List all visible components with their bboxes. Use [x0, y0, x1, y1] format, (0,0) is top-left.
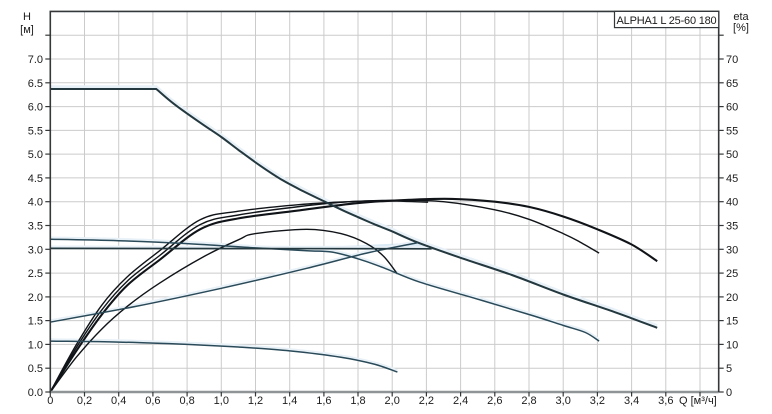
- svg-text:[м]: [м]: [20, 24, 34, 36]
- svg-text:55: 55: [726, 125, 738, 137]
- svg-text:1.5: 1.5: [28, 316, 43, 328]
- svg-text:1,6: 1,6: [316, 395, 331, 407]
- svg-text:[%]: [%]: [733, 22, 749, 34]
- svg-text:2,8: 2,8: [521, 395, 536, 407]
- svg-text:0.5: 0.5: [28, 363, 43, 375]
- svg-text:3.0: 3.0: [28, 244, 43, 256]
- svg-text:7.0: 7.0: [28, 54, 43, 66]
- svg-text:10: 10: [726, 339, 738, 351]
- svg-text:0: 0: [47, 395, 53, 407]
- svg-text:0,2: 0,2: [77, 395, 92, 407]
- svg-text:3,0: 3,0: [556, 395, 571, 407]
- svg-text:3,6: 3,6: [658, 395, 673, 407]
- svg-text:0: 0: [726, 387, 732, 399]
- svg-text:65: 65: [726, 78, 738, 90]
- svg-text:2,2: 2,2: [419, 395, 434, 407]
- svg-text:5.5: 5.5: [28, 125, 43, 137]
- svg-text:6.5: 6.5: [28, 78, 43, 90]
- svg-text:3,2: 3,2: [590, 395, 605, 407]
- svg-text:70: 70: [726, 54, 738, 66]
- svg-text:2,4: 2,4: [453, 395, 468, 407]
- svg-text:1,4: 1,4: [282, 395, 297, 407]
- svg-text:0,6: 0,6: [145, 395, 160, 407]
- svg-text:5.0: 5.0: [28, 149, 43, 161]
- svg-text:1,0: 1,0: [214, 395, 229, 407]
- svg-text:eta: eta: [733, 11, 749, 23]
- svg-text:45: 45: [726, 173, 738, 185]
- svg-text:H: H: [23, 11, 31, 23]
- svg-text:3,4: 3,4: [624, 395, 639, 407]
- svg-text:30: 30: [726, 244, 738, 256]
- svg-text:0.0: 0.0: [28, 387, 43, 399]
- svg-text:60: 60: [726, 102, 738, 114]
- svg-text:2.0: 2.0: [28, 292, 43, 304]
- svg-text:4.0: 4.0: [28, 197, 43, 209]
- svg-text:50: 50: [726, 149, 738, 161]
- svg-text:2,0: 2,0: [385, 395, 400, 407]
- svg-text:40: 40: [726, 197, 738, 209]
- svg-text:15: 15: [726, 316, 738, 328]
- svg-text:4.5: 4.5: [28, 173, 43, 185]
- svg-text:1,8: 1,8: [350, 395, 365, 407]
- svg-text:3.5: 3.5: [28, 221, 43, 233]
- svg-text:Q [м³/ч]: Q [м³/ч]: [679, 395, 717, 407]
- svg-text:2.5: 2.5: [28, 268, 43, 280]
- svg-text:2,6: 2,6: [487, 395, 502, 407]
- svg-text:1,2: 1,2: [248, 395, 263, 407]
- svg-text:5: 5: [726, 363, 732, 375]
- svg-text:25: 25: [726, 268, 738, 280]
- svg-text:0,8: 0,8: [179, 395, 194, 407]
- svg-text:20: 20: [726, 292, 738, 304]
- svg-text:0,4: 0,4: [111, 395, 126, 407]
- svg-text:35: 35: [726, 221, 738, 233]
- svg-text:6.0: 6.0: [28, 102, 43, 114]
- svg-text:ALPHA1 L 25-60 180: ALPHA1 L 25-60 180: [617, 15, 717, 27]
- svg-text:1.0: 1.0: [28, 339, 43, 351]
